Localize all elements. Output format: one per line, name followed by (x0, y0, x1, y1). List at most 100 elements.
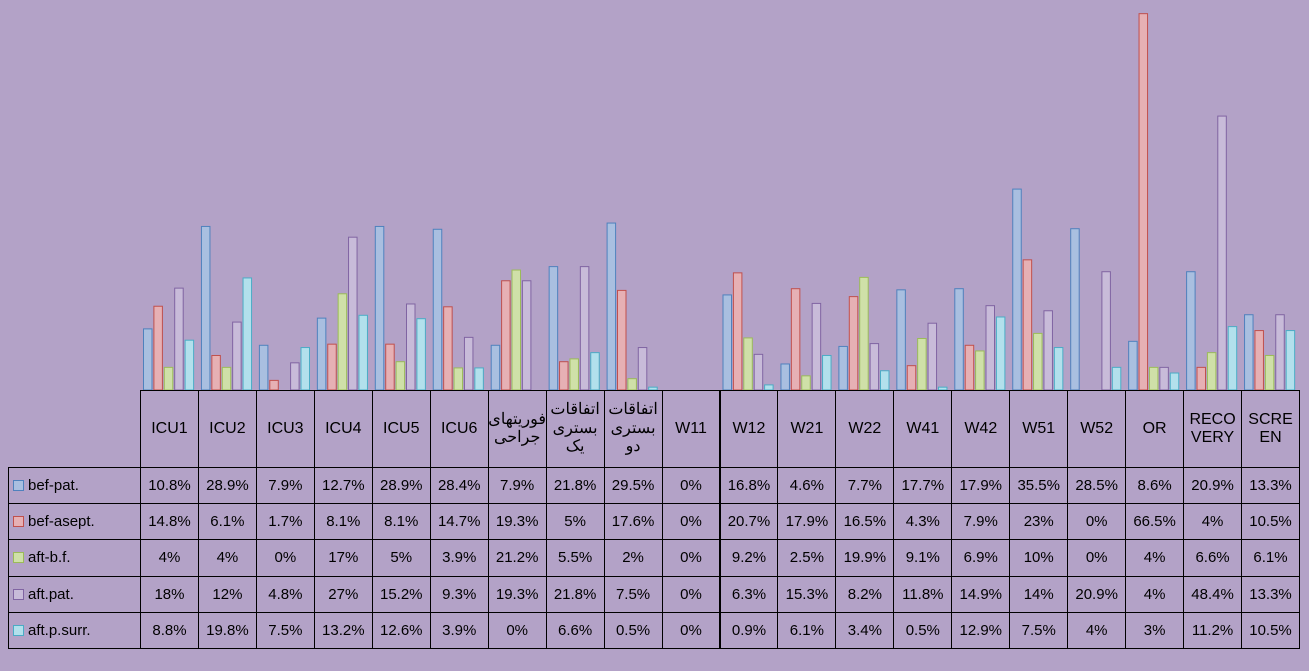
category-label: ICU6 (429, 390, 489, 468)
legend-label: bef-asept. (28, 513, 95, 531)
data-cell: 13.3% (1241, 575, 1300, 613)
category-label: W41 (893, 390, 953, 468)
data-cell: 0% (661, 539, 721, 577)
bar (1217, 115, 1227, 391)
bar (848, 296, 859, 391)
data-cell: 28.9% (197, 467, 257, 505)
data-cell: 4% (1125, 575, 1185, 613)
bar (211, 354, 221, 391)
bar (579, 266, 590, 391)
bar (1186, 271, 1196, 391)
bar (174, 287, 184, 391)
data-cell: 23% (1009, 503, 1069, 541)
data-cell: 0.5% (603, 611, 663, 649)
data-cell: 3.9% (429, 539, 489, 577)
bar (163, 366, 174, 391)
bar (406, 303, 416, 391)
data-cell: 19.3% (487, 575, 547, 613)
bar (1159, 366, 1169, 391)
bar (143, 328, 153, 391)
legend-key (13, 588, 24, 600)
data-cell: 7.5% (255, 611, 315, 649)
bar (964, 344, 975, 391)
data-cell: 17.7% (893, 467, 953, 505)
data-cell: 10.8% (140, 467, 199, 505)
data-cell: 10% (1009, 539, 1069, 577)
bar (838, 345, 848, 391)
category-label: SCREEN (1241, 390, 1300, 468)
bar (1128, 340, 1138, 391)
bar (463, 336, 474, 391)
data-cell: 29.5% (603, 467, 663, 505)
bar (732, 272, 743, 391)
bar (780, 363, 790, 391)
bar (490, 344, 501, 391)
legend-key (13, 624, 24, 636)
data-cell: 6.1% (777, 611, 837, 649)
bar (1196, 366, 1206, 391)
data-cell: 6.1% (197, 503, 257, 541)
data-cell: 28.4% (429, 467, 489, 505)
data-cell: 3.9% (429, 611, 489, 649)
data-cell: 28.5% (1067, 467, 1127, 505)
data-cell: 8.1% (313, 503, 373, 541)
data-cell: 19.8% (197, 611, 257, 649)
bar (184, 339, 195, 391)
bar (1244, 314, 1254, 391)
data-cell: 16.8% (719, 467, 779, 505)
data-cell: 0% (255, 539, 315, 577)
bar (337, 293, 348, 391)
category-label: فوریتهای جراحی (487, 390, 547, 468)
data-cell: 7.5% (1009, 611, 1069, 649)
bar (521, 280, 532, 391)
bar (232, 321, 242, 391)
legend-key (13, 480, 24, 492)
data-cell: 15.2% (371, 575, 431, 613)
bar (1022, 259, 1033, 391)
bar (801, 375, 811, 391)
data-cell: 35.5% (1009, 467, 1069, 505)
data-cell: 18% (140, 575, 199, 613)
bar (1264, 354, 1275, 391)
data-cell: 13.3% (1241, 467, 1300, 505)
bar (590, 352, 600, 391)
data-cell: 17.6% (603, 503, 663, 541)
bar (917, 338, 927, 391)
data-cell: 17.9% (777, 503, 837, 541)
bar (269, 379, 279, 391)
data-cell: 2.5% (777, 539, 837, 577)
category-label: OR (1125, 390, 1185, 468)
data-cell: 48.4% (1183, 575, 1243, 613)
legend-entry: bef-asept. (8, 503, 141, 541)
bar (869, 343, 880, 391)
bar (822, 354, 832, 391)
data-cell: 20.9% (1067, 575, 1127, 613)
data-cell: 4.3% (893, 503, 953, 541)
bar (1101, 271, 1111, 391)
bar (316, 317, 327, 391)
category-label: W11 (661, 390, 721, 468)
data-cell: 9.2% (719, 539, 779, 577)
bar (1012, 188, 1022, 391)
category-label: ICU1 (140, 390, 199, 468)
legend-label: aft-b.f. (28, 549, 71, 567)
data-cell: 11.8% (893, 575, 953, 613)
category-label: W22 (835, 390, 895, 468)
data-cell: 0% (661, 467, 721, 505)
data-cell: 0% (1067, 539, 1127, 577)
data-cell: 15.3% (777, 575, 837, 613)
data-cell: 8.2% (835, 575, 895, 613)
bar (1206, 352, 1217, 391)
data-cell: 14.9% (951, 575, 1011, 613)
data-cell: 6.9% (951, 539, 1011, 577)
bar (511, 269, 521, 391)
bar (242, 277, 253, 391)
data-cell: 17.9% (951, 467, 1011, 505)
data-cell: 9.3% (429, 575, 489, 613)
bar (348, 236, 358, 391)
data-cell: 0.9% (719, 611, 779, 649)
category-label: W21 (777, 390, 837, 468)
data-cell: 66.5% (1125, 503, 1185, 541)
bar (290, 362, 300, 391)
bar (1254, 330, 1264, 391)
